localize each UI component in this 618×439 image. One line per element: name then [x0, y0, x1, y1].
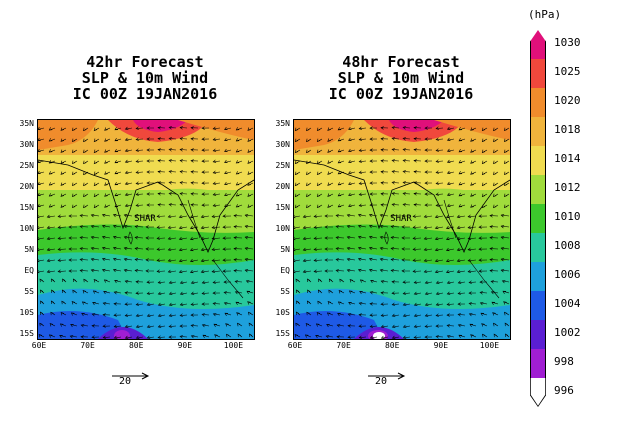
colorbar-unit: (hPa) [528, 8, 562, 21]
colorbar-level-label: 1010 [554, 210, 581, 223]
latitude-label: 5S [280, 287, 290, 296]
latitude-label: 25N [19, 161, 34, 170]
latitude-label: 10N [19, 224, 34, 233]
longitude-label: 80E [384, 341, 400, 350]
latitude-label: 5N [24, 245, 34, 254]
longitude-label: 100E [479, 341, 500, 350]
latitude-label: 15N [275, 203, 290, 212]
colorbar-segment [530, 204, 546, 233]
latitude-label: 5N [280, 245, 290, 254]
colorbar-segment [530, 320, 546, 349]
longitude-label: 100E [223, 341, 244, 350]
colorbar-segment [530, 378, 546, 407]
colorbar-level-label: 1004 [554, 297, 581, 310]
place-label: SHAR [134, 214, 156, 224]
latitude-label: 15N [19, 203, 34, 212]
latitude-label: 20N [19, 182, 34, 191]
title-line: SLP & 10m Wind [81, 69, 209, 87]
colorbar-segment [530, 59, 546, 88]
title-line: IC 00Z 19JAN2016 [72, 85, 218, 103]
colorbar-level-label: 1014 [554, 152, 581, 165]
place-label: SHAR [390, 214, 412, 224]
colorbar-segment [530, 349, 546, 378]
latitude-label: 35N [19, 119, 34, 128]
longitude-label: 60E [287, 341, 303, 350]
longitude-label: 70E [80, 341, 95, 350]
colorbar-segment [530, 88, 546, 117]
colorbar-level-label: 1020 [554, 94, 581, 107]
latitude-label: EQ [280, 266, 290, 275]
latitude-label: 35N [275, 119, 290, 128]
colorbar-level-label: 1018 [554, 123, 581, 136]
reference-vector-arrow [111, 366, 151, 385]
colorbar-segment [530, 233, 546, 262]
latitude-label: 10N [275, 224, 290, 233]
latitude-label: 30N [275, 140, 290, 149]
title-line: 42hr Forecast [86, 53, 204, 71]
reference-vector-label: 20 [375, 376, 388, 387]
latitude-label: EQ [24, 266, 34, 275]
latitude-label: 10S [19, 308, 34, 317]
colorbar-level-label: 996 [554, 384, 574, 397]
colorbar-level-label: 1025 [554, 65, 581, 78]
colorbar-level-label: 1008 [554, 239, 581, 252]
longitude-label: 80E [128, 341, 144, 350]
map-title: 42hr Forecast SLP & 10m Wind IC 00Z 19JAN2… [30, 54, 260, 102]
pressure-wind-map [293, 119, 511, 340]
latitude-label: 30N [19, 140, 34, 149]
colorbar-segment [530, 146, 546, 175]
colorbar-segment [530, 117, 546, 146]
latitude-label: 20N [275, 182, 290, 191]
longitude-label: 90E [433, 341, 449, 350]
title-line: SLP & 10m Wind [337, 69, 465, 87]
colorbar-segment [530, 262, 546, 291]
colorbar-level-label: 1006 [554, 268, 581, 281]
colorbar-segment [530, 175, 546, 204]
title-line: 48hr Forecast [342, 53, 460, 71]
colorbar-level-label: 998 [554, 355, 574, 368]
latitude-label: 10S [275, 308, 290, 317]
latitude-label: 15S [19, 329, 34, 338]
longitude-label: 60E [31, 341, 47, 350]
map-title: 48hr Forecast SLP & 10m Wind IC 00Z 19JAN2… [286, 54, 516, 102]
colorbar-level-label: 1002 [554, 326, 581, 339]
colorbar-level-label: 1012 [554, 181, 581, 194]
latitude-label: 25N [275, 161, 290, 170]
reference-vector-arrow [367, 366, 407, 385]
colorbar-level-label: 1030 [554, 36, 581, 49]
pressure-wind-map [37, 119, 255, 340]
longitude-label: 90E [177, 341, 193, 350]
reference-vector-label: 20 [119, 376, 132, 387]
latitude-label: 5S [24, 287, 34, 296]
colorbar-segment [530, 291, 546, 320]
title-line: IC 00Z 19JAN2016 [328, 85, 474, 103]
latitude-label: 15S [275, 329, 290, 338]
colorbar-segment [530, 30, 546, 59]
longitude-label: 70E [336, 341, 351, 350]
